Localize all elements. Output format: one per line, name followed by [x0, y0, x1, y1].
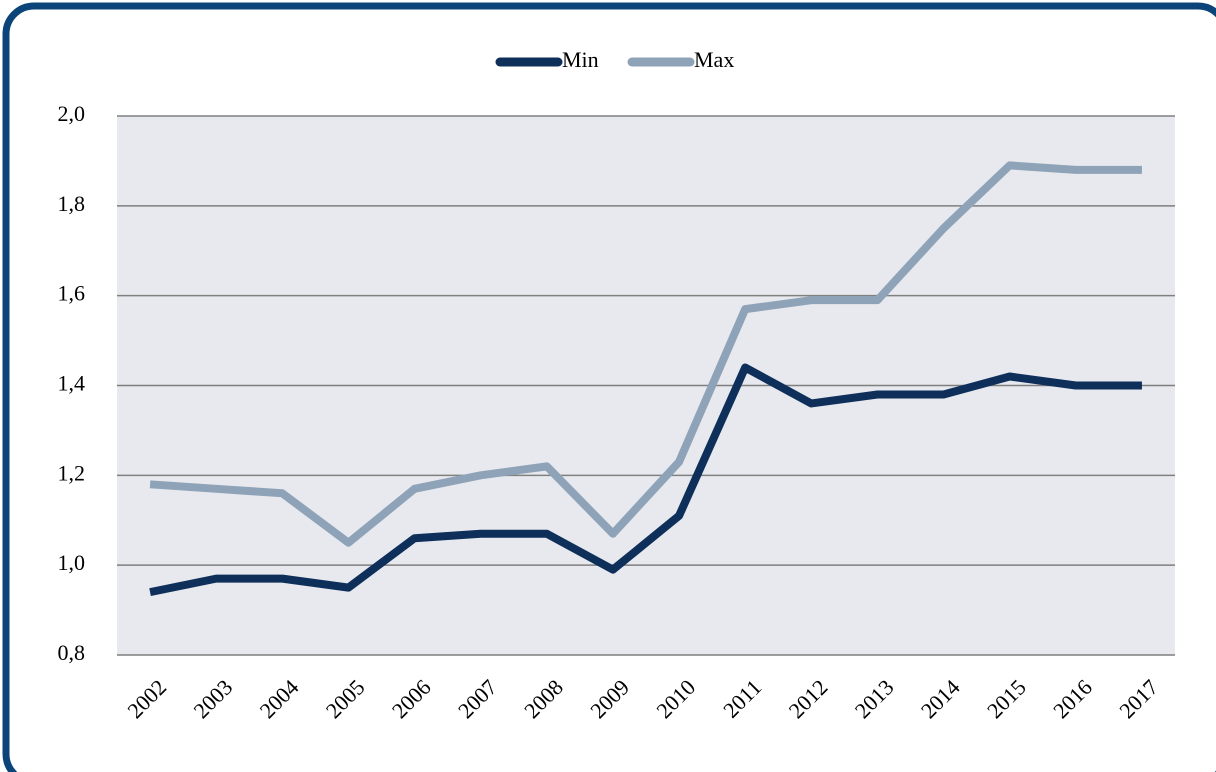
y-tick-label: 1,8 [58, 191, 86, 216]
legend-label: Max [694, 47, 734, 72]
legend-label: Min [562, 47, 599, 72]
y-tick-label: 0,8 [58, 640, 86, 665]
y-tick-label: 2,0 [58, 101, 86, 126]
y-tick-label: 1,4 [58, 371, 86, 396]
series-line [149, 363, 1142, 597]
y-tick-label: 1,6 [58, 281, 86, 306]
series-line [149, 161, 1142, 547]
y-tick-label: 1,2 [58, 460, 86, 485]
y-tick-label: 1,0 [58, 550, 86, 575]
